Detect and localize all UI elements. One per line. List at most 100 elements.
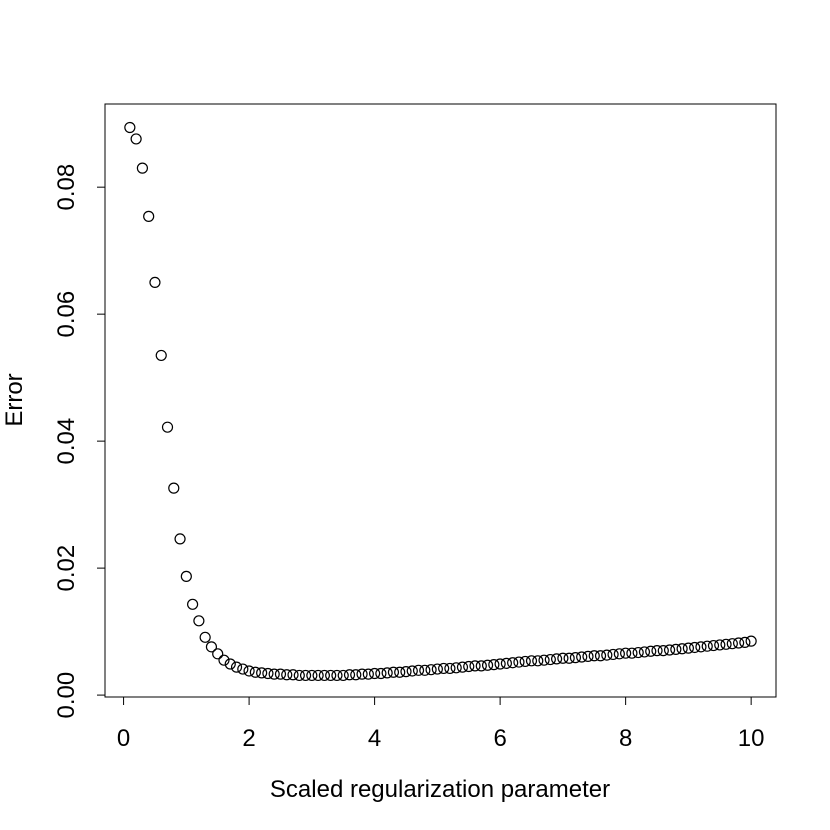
point [262, 667, 274, 680]
point [431, 663, 443, 675]
point [594, 650, 607, 662]
y-tick-label: 0.06 [53, 291, 80, 338]
point [563, 652, 575, 664]
y-tick-label: 0.02 [53, 545, 80, 592]
point [507, 657, 519, 669]
point [318, 669, 330, 682]
point [651, 645, 663, 657]
point [406, 665, 418, 677]
point [312, 669, 324, 682]
point [745, 635, 757, 647]
point [180, 570, 192, 582]
point [663, 644, 676, 656]
point [243, 665, 255, 677]
point [670, 643, 682, 655]
point [657, 645, 669, 657]
point [444, 662, 456, 675]
point [124, 121, 136, 134]
point [620, 647, 632, 659]
x-tick-label: 6 [493, 725, 506, 752]
point [588, 650, 600, 662]
point [551, 653, 563, 665]
point [475, 660, 487, 672]
point [419, 664, 431, 676]
point [274, 668, 287, 680]
point [732, 637, 745, 649]
point [682, 642, 694, 654]
point [425, 664, 437, 676]
point [224, 658, 236, 670]
point [193, 615, 205, 627]
point [350, 669, 362, 681]
point [293, 669, 305, 682]
point [519, 655, 531, 668]
point [306, 669, 318, 682]
point [676, 643, 688, 655]
point [714, 639, 726, 651]
point [582, 650, 594, 662]
point [701, 640, 713, 652]
point [136, 162, 149, 174]
point [739, 636, 751, 648]
point [626, 647, 638, 659]
point [500, 657, 512, 669]
point [130, 133, 142, 145]
point [249, 666, 261, 678]
point [237, 663, 249, 675]
point [494, 658, 506, 670]
point [199, 631, 211, 643]
point [632, 646, 644, 659]
x-tick-label: 4 [368, 725, 381, 752]
point [469, 660, 481, 672]
point [532, 655, 544, 667]
point [513, 656, 525, 668]
point [325, 669, 337, 682]
point [544, 653, 556, 666]
point [387, 666, 400, 678]
point [331, 669, 343, 682]
point [538, 654, 550, 666]
point [155, 349, 167, 362]
point [287, 669, 299, 681]
point [456, 661, 469, 673]
point [212, 648, 224, 660]
point [356, 668, 368, 680]
point [143, 210, 155, 222]
point [369, 667, 381, 680]
point [412, 664, 425, 676]
point [168, 482, 180, 494]
point [463, 660, 475, 673]
point [362, 668, 374, 680]
point [337, 669, 349, 682]
x-tick-label: 8 [619, 725, 632, 752]
point [726, 638, 738, 650]
y-tick-label: 0.00 [53, 672, 80, 719]
point [695, 641, 707, 653]
x-tick-label: 0 [117, 725, 130, 752]
point [256, 667, 268, 679]
point [576, 651, 588, 663]
point [174, 533, 186, 545]
point [381, 667, 393, 679]
plot-frame [104, 103, 777, 698]
point [394, 666, 406, 678]
point [557, 652, 569, 664]
point [607, 648, 619, 661]
point [187, 598, 199, 610]
point [268, 668, 280, 680]
y-tick-label: 0.04 [53, 418, 80, 465]
point [161, 421, 174, 433]
point [343, 669, 356, 681]
x-tick-label: 2 [242, 725, 255, 752]
point [707, 639, 720, 652]
point [438, 662, 450, 675]
point [488, 659, 500, 671]
point [638, 646, 651, 658]
x-axis-label: Scaled regularization parameter [270, 776, 610, 803]
point [613, 648, 625, 660]
point [375, 667, 387, 680]
y-axis-label: Error [1, 373, 28, 426]
point [400, 666, 412, 678]
point [299, 669, 312, 682]
